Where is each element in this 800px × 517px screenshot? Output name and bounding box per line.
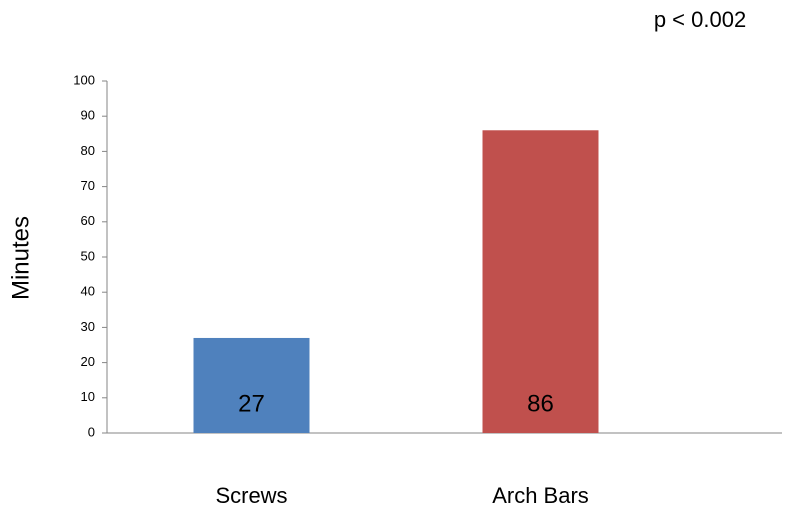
y-tick-label: 60 xyxy=(81,213,95,228)
x-tick-label: Arch Bars xyxy=(492,483,589,508)
bar xyxy=(193,337,310,433)
y-tick-label: 0 xyxy=(88,424,95,439)
y-tick-label: 100 xyxy=(73,72,95,87)
y-tick-label: 80 xyxy=(81,143,95,158)
y-tick-label: 30 xyxy=(81,319,95,334)
value-label: 86 xyxy=(527,390,554,417)
y-tick-label: 70 xyxy=(81,178,95,193)
y-tick-label: 90 xyxy=(81,108,95,123)
x-tick-label: Screws xyxy=(215,483,287,508)
y-tick-label: 20 xyxy=(81,354,95,369)
annotation: p < 0.002 xyxy=(654,7,746,32)
y-tick-label: 50 xyxy=(81,248,95,263)
bar xyxy=(482,130,599,433)
value-label: 27 xyxy=(238,390,265,417)
y-axis-label: Minutes xyxy=(7,216,34,300)
y-tick-label: 10 xyxy=(81,389,95,404)
y-tick-label: 40 xyxy=(81,284,95,299)
